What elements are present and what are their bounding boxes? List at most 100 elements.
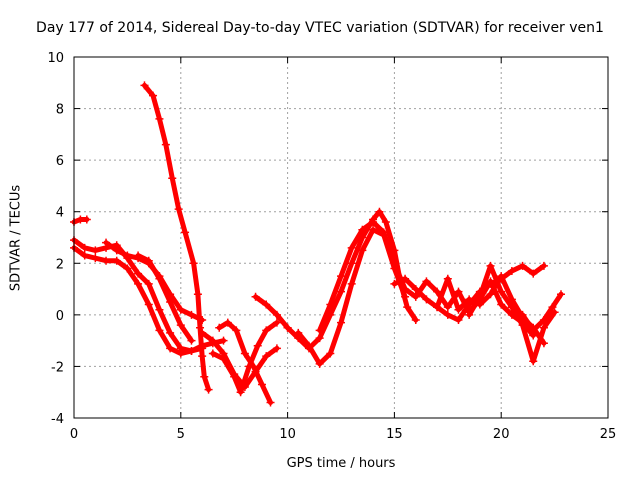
y-tick-label: -4: [51, 412, 64, 427]
data-point: [433, 303, 442, 312]
data-point: [422, 277, 431, 286]
data-point: [187, 336, 196, 345]
data-point: [529, 357, 538, 366]
data-point: [176, 305, 185, 314]
y-tick-label: 8: [56, 103, 64, 118]
data-point: [208, 336, 217, 345]
data-point: [381, 218, 390, 227]
series-arc-9: [215, 318, 275, 407]
data-point: [529, 269, 538, 278]
x-tick-label: 10: [279, 427, 296, 442]
data-point: [200, 372, 209, 381]
data-point: [497, 300, 506, 309]
data-point: [454, 316, 463, 325]
data-point: [369, 225, 378, 234]
data-point: [134, 251, 143, 260]
data-point: [379, 228, 388, 237]
series-arc-13: [315, 218, 420, 335]
data-point: [557, 290, 566, 299]
data-point: [155, 274, 164, 283]
data-point: [315, 359, 324, 368]
axis-ticks: 0 5 10 15 20 25 -4 -2 0 2 4 6 8 10: [47, 51, 616, 442]
data-point: [443, 310, 452, 319]
data-point: [134, 279, 143, 288]
data-point: [358, 246, 367, 255]
data-point: [443, 274, 452, 283]
data-point: [465, 310, 474, 319]
x-tick-label: 15: [386, 427, 403, 442]
data-point: [112, 256, 121, 265]
data-point: [486, 290, 495, 299]
data-point: [187, 346, 196, 355]
data-point: [166, 344, 175, 353]
series-arc-18: [507, 290, 566, 335]
data-point: [181, 228, 190, 237]
data-point: [315, 326, 324, 335]
data-point: [443, 303, 452, 312]
y-tick-label: 0: [56, 309, 64, 324]
data-point: [144, 300, 153, 309]
x-tick-label: 20: [493, 427, 510, 442]
data-point: [539, 323, 548, 332]
plot-frame: [73, 56, 609, 419]
data-point: [411, 316, 420, 325]
data-point: [193, 290, 202, 299]
data-point: [294, 328, 303, 337]
data-point: [223, 318, 232, 327]
data-point: [91, 254, 100, 263]
data-point: [507, 267, 516, 276]
data-point: [123, 264, 132, 273]
data-point: [102, 238, 111, 247]
data-point: [315, 334, 324, 343]
data-point: [358, 225, 367, 234]
data-point: [497, 272, 506, 281]
data-point: [518, 310, 527, 319]
data-point: [454, 287, 463, 296]
data-point: [232, 326, 241, 335]
series-line: [509, 291, 564, 333]
data-point: [475, 292, 484, 301]
data-point: [166, 297, 175, 306]
data-point: [422, 295, 431, 304]
data-point: [144, 279, 153, 288]
data-point: [401, 292, 410, 301]
data-point: [347, 243, 356, 252]
data-point: [529, 326, 538, 335]
data-point: [539, 316, 548, 325]
data-point: [390, 279, 399, 288]
series-arc-6: [134, 251, 196, 345]
data-point: [198, 328, 207, 337]
series-line: [317, 219, 419, 333]
data-series: [70, 81, 566, 407]
data-point: [140, 81, 149, 90]
data-point: [326, 300, 335, 309]
data-point: [219, 354, 228, 363]
data-point: [187, 310, 196, 319]
data-point: [196, 323, 205, 332]
data-point: [168, 174, 177, 183]
data-point: [337, 272, 345, 281]
data-point: [337, 287, 345, 296]
data-point: [166, 328, 175, 337]
y-tick-label: 2: [56, 257, 64, 272]
y-tick-label: 4: [56, 206, 64, 221]
data-point: [144, 256, 153, 265]
data-point: [82, 215, 91, 224]
data-point: [347, 259, 356, 268]
y-tick-label: 6: [56, 154, 64, 169]
data-point: [161, 140, 170, 149]
data-point: [249, 362, 258, 371]
data-point: [80, 243, 89, 252]
series-arc-4: [70, 243, 207, 358]
data-point: [272, 310, 281, 319]
data-point: [486, 261, 495, 270]
y-tick-label: 10: [47, 51, 64, 66]
data-point: [236, 388, 245, 397]
data-point: [518, 321, 527, 330]
y-tick-label: -2: [51, 360, 64, 375]
series-line: [199, 330, 280, 390]
data-point: [266, 398, 275, 407]
series-line: [103, 240, 205, 323]
series-line: [253, 294, 291, 331]
data-point: [326, 349, 335, 358]
